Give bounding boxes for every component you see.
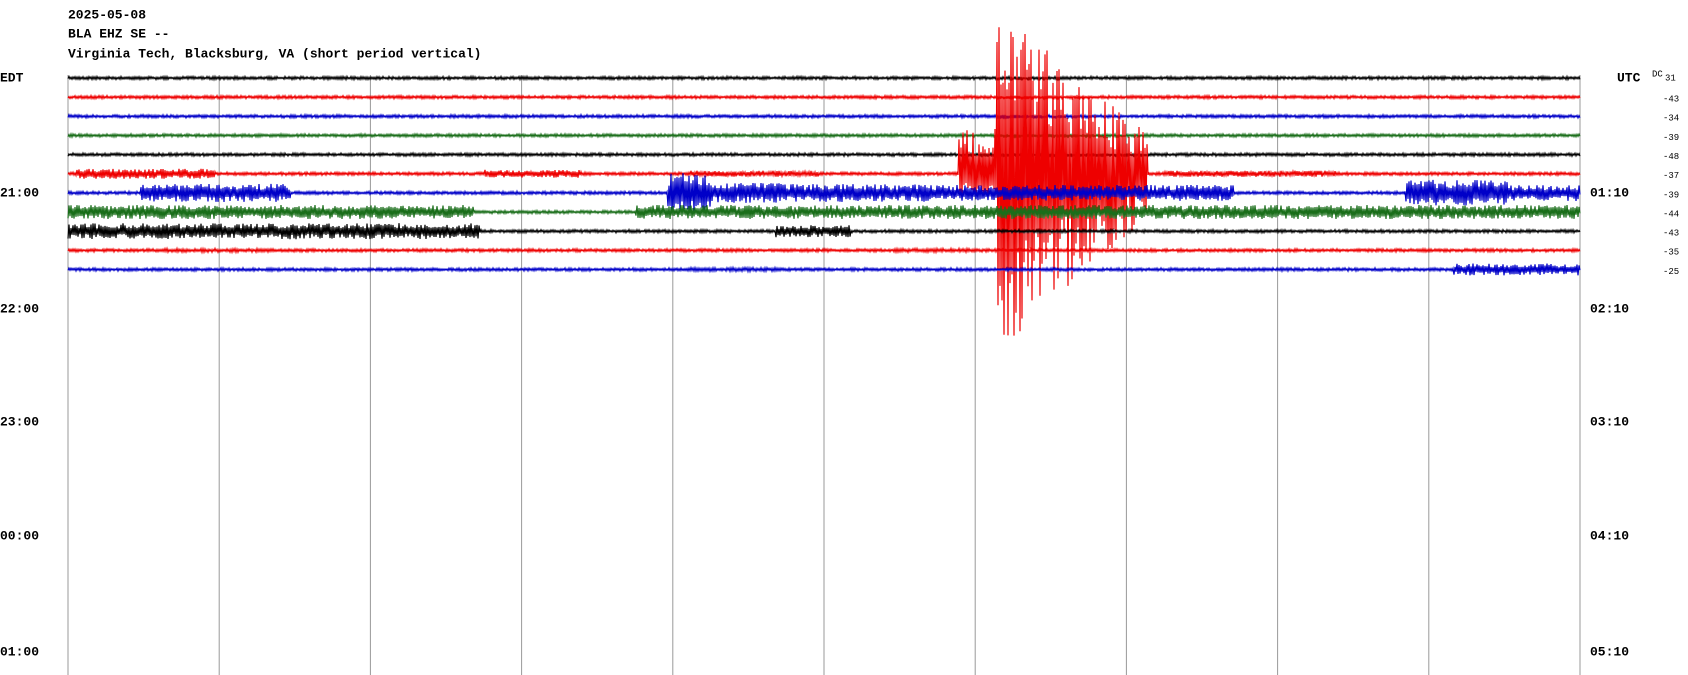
left-zone: EDT: [0, 70, 24, 85]
date: 2025-05-08: [68, 7, 146, 22]
left-time-label: 01:00: [0, 644, 39, 659]
dc-offset: -48: [1663, 152, 1679, 162]
dc-offset: -25: [1663, 267, 1679, 277]
trace: [67, 27, 1581, 336]
station: BLA EHZ SE --: [68, 26, 169, 41]
trace: [67, 112, 1581, 120]
trace: [67, 151, 1581, 159]
dc-offset: -43: [1663, 95, 1679, 105]
labels: 21:00 01:10 22:00 02:10 23:00 03:10 00:00 04:10…: [0, 73, 1679, 659]
dc-offset: -43: [1663, 229, 1679, 239]
grid: [67, 75, 1581, 675]
trace: [67, 74, 1581, 82]
left-time-label: 22:00: [0, 301, 39, 316]
trace: [67, 93, 1581, 101]
right-zone: UTC: [1617, 70, 1641, 85]
dc-offset: 31: [1665, 73, 1676, 83]
dc-label: DC: [1652, 69, 1663, 79]
trace: [67, 223, 1581, 240]
left-time-label: 00:00: [0, 528, 39, 543]
trace: [67, 205, 1581, 220]
dc-offset: -39: [1663, 133, 1679, 143]
left-time-label: 23:00: [0, 414, 39, 429]
right-time-label: 03:10: [1590, 414, 1629, 429]
dc-offset: -39: [1663, 190, 1679, 200]
right-time-label: 04:10: [1590, 528, 1629, 543]
dc-offset: -44: [1663, 209, 1679, 219]
trace: [67, 131, 1581, 139]
location: Virginia Tech, Blacksburg, VA (short per…: [68, 46, 481, 61]
right-time-label: 01:10: [1590, 185, 1629, 200]
dc-offset: -37: [1663, 171, 1679, 181]
right-time-label: 02:10: [1590, 301, 1629, 316]
trace: [67, 246, 1581, 255]
dc-offset: -35: [1663, 248, 1679, 258]
traces: [67, 27, 1581, 336]
trace: [67, 173, 1581, 213]
dc-offset: -34: [1663, 114, 1679, 124]
trace: [67, 263, 1581, 276]
right-time-label: 05:10: [1590, 644, 1629, 659]
left-time-label: 21:00: [0, 185, 39, 200]
